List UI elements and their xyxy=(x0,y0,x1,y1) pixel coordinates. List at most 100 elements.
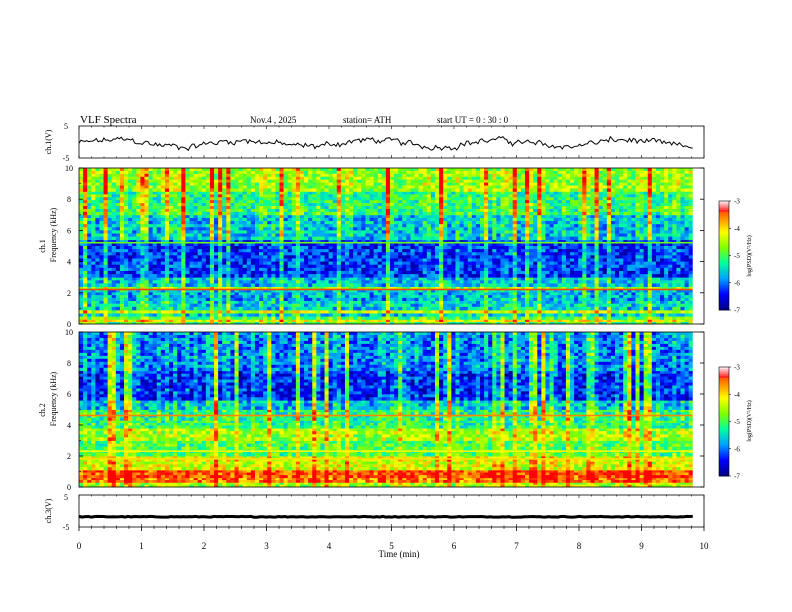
spectrogram-cell xyxy=(639,270,645,275)
spectrogram-cell xyxy=(643,283,649,287)
spectrogram-cell xyxy=(619,274,624,278)
spectrogram-cell xyxy=(205,321,211,325)
spectrogram-cell xyxy=(516,224,522,228)
spectrogram-cell xyxy=(623,297,628,301)
spectrogram-cell xyxy=(312,321,317,325)
spectrogram-cell xyxy=(238,267,244,272)
spectrogram-cell xyxy=(500,286,505,291)
spectrogram-cell xyxy=(361,306,366,311)
spectrogram-cell xyxy=(545,277,550,281)
spectrogram-cell xyxy=(422,313,428,317)
spectrogram-cell xyxy=(254,277,260,281)
spectrogram-cell xyxy=(115,239,121,244)
spectrogram-cell xyxy=(680,255,685,259)
spectrogram-cell xyxy=(299,277,305,281)
spectrogram-cell xyxy=(254,292,260,296)
spectrogram-cell xyxy=(169,258,174,262)
spectrogram-cell xyxy=(242,286,248,291)
spectrogram-cell xyxy=(299,316,305,320)
spectrogram-cell xyxy=(389,277,395,281)
spectrogram-cell xyxy=(99,239,104,244)
spectrogram-cell xyxy=(324,242,329,247)
spectrogram-cell xyxy=(291,224,297,228)
spectrogram-cell xyxy=(99,264,104,269)
spectrogram-cell xyxy=(463,295,469,299)
spectrogram-cell xyxy=(492,249,497,253)
spectrogram-cell xyxy=(324,286,329,291)
spectrogram-cell xyxy=(79,242,84,247)
spectrogram-cell xyxy=(259,227,264,231)
spectrogram-cell xyxy=(377,267,383,272)
spectrogram-cell xyxy=(226,321,231,325)
spectrogram-cell xyxy=(197,316,203,320)
spectrogram-cell xyxy=(627,300,632,305)
spectrogram-cell xyxy=(488,252,493,256)
spectrogram-cell xyxy=(230,258,235,262)
spectrogram-cell xyxy=(111,249,117,253)
spectrogram-cell xyxy=(193,217,199,222)
spectrogram-cell xyxy=(402,214,407,219)
spectrogram-cell xyxy=(259,289,264,293)
spectrogram-cell xyxy=(357,319,362,323)
spectrogram-cell xyxy=(647,313,653,317)
spectrogram-cell xyxy=(524,270,530,275)
spectrogram-cell xyxy=(316,280,321,284)
spectrogram-cell xyxy=(279,300,284,305)
spectrogram-cell xyxy=(561,264,567,269)
spectrogram-cell xyxy=(299,283,305,287)
spectrogram-cell xyxy=(103,295,109,299)
spectrogram-cell xyxy=(164,286,170,291)
spectrogram-cell xyxy=(304,224,309,228)
spectrogram-cell xyxy=(238,221,244,225)
spectrogram-cell xyxy=(426,261,432,266)
spectrogram-cell xyxy=(250,221,256,225)
spectrogram-cell xyxy=(173,319,178,323)
spectrogram-cell xyxy=(283,292,289,296)
spectrogram-cell xyxy=(205,274,211,278)
spectrogram-cell xyxy=(394,286,399,291)
spectrogram-cell xyxy=(267,283,272,287)
spectrogram-cell xyxy=(561,261,567,266)
spectrogram-cell xyxy=(496,289,501,293)
spectrogram-cell xyxy=(512,292,518,296)
spectrogram-cell xyxy=(394,319,399,323)
spectrogram-cell xyxy=(299,267,305,272)
spectrogram-cell xyxy=(128,319,133,323)
spectrogram-cell xyxy=(623,286,628,291)
spectrogram-cell xyxy=(246,303,252,308)
spectrogram-cell xyxy=(471,258,477,262)
spectrogram-cell xyxy=(422,295,428,299)
spectrogram-cell xyxy=(169,224,174,228)
spectrogram-cell xyxy=(132,321,137,325)
spectrogram-cell xyxy=(430,289,436,293)
spectrogram-cell xyxy=(124,313,129,317)
spectrogram-cell xyxy=(377,221,383,225)
spectrogram-cell xyxy=(574,217,579,222)
spectrogram-cell xyxy=(660,217,665,222)
spectrogram-cell xyxy=(230,286,235,291)
spectrogram-cell xyxy=(475,246,481,250)
spectrogram-cell xyxy=(344,297,350,301)
spectrogram-cell xyxy=(639,242,645,247)
spectrogram-cell xyxy=(87,261,92,266)
spectrogram-cell xyxy=(152,300,158,305)
spectrogram-cell xyxy=(164,267,170,272)
spectrogram-cell xyxy=(533,316,538,320)
spectrogram-cell xyxy=(635,319,640,323)
spectrogram-cell xyxy=(631,217,636,222)
spectrogram-cell xyxy=(664,321,669,325)
spectrogram-cell xyxy=(250,267,256,272)
spectrogram-cell xyxy=(164,319,170,323)
spectrogram-cell xyxy=(533,255,538,259)
spectrogram-cell xyxy=(189,289,194,293)
spectrogram-cell xyxy=(434,283,440,287)
spectrogram-cell xyxy=(361,289,366,293)
spectrogram-cell xyxy=(455,280,460,284)
spectrogram-cell xyxy=(541,270,546,275)
spectrogram-cell xyxy=(570,258,575,262)
spectrogram-cell xyxy=(578,319,583,323)
spectrogram-cell xyxy=(492,267,497,272)
spectrogram-cell xyxy=(91,316,96,320)
spectrogram-cell xyxy=(287,227,293,231)
spectrogram-cell xyxy=(312,242,317,247)
